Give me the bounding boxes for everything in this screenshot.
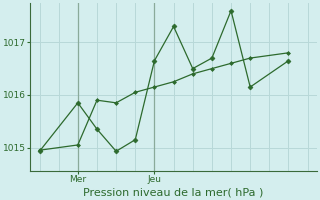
X-axis label: Pression niveau de la mer( hPa ): Pression niveau de la mer( hPa ) [84, 187, 264, 197]
